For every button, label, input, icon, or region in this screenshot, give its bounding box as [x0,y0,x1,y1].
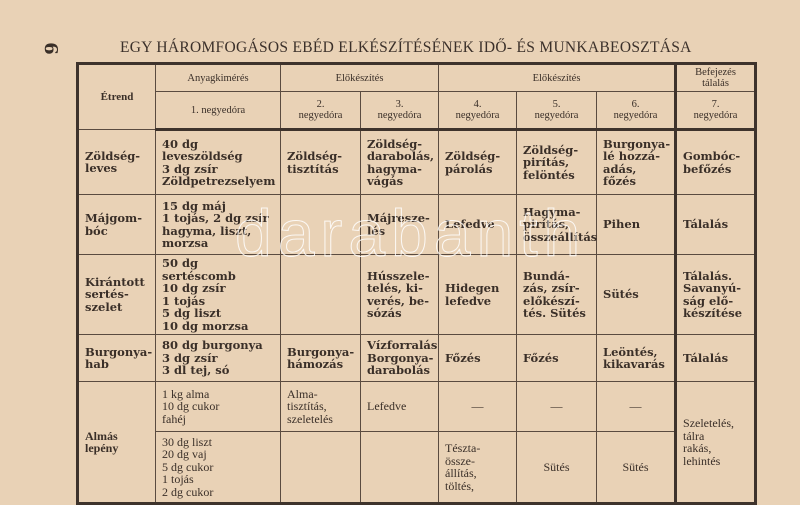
task-cell: Sütés [596,431,677,504]
dish-name: Zöldség- leves [77,129,156,195]
task-cell: Hagyma- pirítás, összeállítás [516,194,597,255]
header-quarter-2: 2. negyedóra [280,91,361,131]
task-cell: Tálalás [674,194,757,255]
header-quarter-6: 6. negyedóra [596,91,677,131]
task-cell: Pihen [596,194,677,255]
task-cell: Lefedve [359,381,440,432]
header-etrend: Étrend [77,63,156,130]
task-cell: Bundá- zás, zsír- előkészí- tés. Sütés [516,254,598,335]
task-cell: Zöldség- tisztítás [280,129,361,195]
task-cell: Főzés [516,334,598,382]
ingredients-cell: 15 dg máj 1 tojás, 2 dg zsír hagyma, lis… [155,194,281,255]
page-title: EGY HÁROMFOGÁSOS EBÉD ELKÉSZÍTÉSÉNEK IDŐ… [120,39,692,56]
header-quarter-5: 5. negyedóra [516,91,598,131]
task-cell: Májresze- lés [359,194,440,255]
task-cell [280,194,361,255]
task-cell: Leöntés, kikavarás [596,334,677,382]
task-cell [359,431,440,504]
task-cell [280,254,361,335]
task-cell: — [596,381,677,432]
table-row: Zöldség- leves 40 dg leveszöldség 3 dg zs… [77,129,757,195]
task-cell: Vízforralás Borgonya- darabolás [359,334,440,382]
task-cell: Sütés [516,431,598,504]
ingredients-cell: 80 dg burgonya 3 dg zsír 3 dl tej, só [155,334,281,382]
header-anyagkimeres: Anyagkimérés [155,63,281,92]
ingredients-cell: 40 dg leveszöldség 3 dg zsír Zöldpetrezs… [155,129,281,195]
schedule-table: Étrend Anyagkimérés Előkészítés Előkészí… [76,62,758,505]
table-row: Májgom- bóc 15 dg máj 1 tojás, 2 dg zsír … [77,194,757,255]
table-row: 30 dg liszt 20 dg vaj 5 dg cukor 1 tojás… [78,431,756,504]
header-quarter-3: 3. negyedóra [359,91,440,131]
task-cell: Burgonya- hámozás [280,334,361,382]
header-elokeszites-1: Előkészítés [279,63,440,92]
task-cell: Zöldség- párolás [438,129,518,195]
ingredients-cell: 1 kg alma 10 dg cukor fahéj [155,381,281,432]
header-quarter-7: 7. negyedóra [674,91,757,131]
header-elokeszites-2: Előkészítés [438,63,677,92]
task-cell: Szeletelés, tálra rakás, lehintés [674,381,757,504]
task-cell: Főzés [438,334,518,382]
task-cell: Lefedve [438,194,518,255]
task-cell: Tálalás. Savanyú- ság elő- készítése [674,254,757,335]
page-number: 6 [39,42,61,55]
task-cell: Sütés [596,254,677,335]
task-cell: Gombóc- befőzés [674,129,757,195]
task-cell: Hússzele- telés, ki- verés, be- sózás [359,254,440,335]
ingredients-cell: 50 dg sertéscomb 10 dg zsír 1 tojás 5 dg… [155,254,281,335]
task-cell: Tálalás [674,334,757,382]
task-cell [280,431,361,504]
table-row: Kirántott sertés- szelet 50 dg sertéscomb… [77,254,757,335]
task-cell: Alma- tisztítás, szeletelés [280,381,361,432]
task-cell: Zöldség- darabolás, hagyma- vágás [359,129,440,195]
task-cell: — [516,381,598,432]
task-cell: Burgonya- lé hozzá- adás, főzés [596,129,677,195]
task-cell: Zöldség- pirítás, felöntés [516,129,598,195]
ingredients-cell: 30 dg liszt 20 dg vaj 5 dg cukor 1 tojás… [155,431,281,504]
table-row: Almás lepény 1 kg alma 10 dg cukor fahéj… [77,381,757,504]
dish-name: Kirántott sertés- szelet [77,254,156,335]
dish-name: Almás lepény [77,381,156,504]
header-befejezes: Befejezés tálalás [674,63,757,92]
task-cell: Hidegen lefedve [438,254,518,335]
dish-name: Májgom- bóc [77,194,156,255]
task-cell: — [438,381,518,432]
header-quarter-4: 4. negyedóra [438,91,518,131]
table-row: Burgonya- hab 80 dg burgonya 3 dg zsír 3 … [77,334,757,382]
task-cell: Tészta- össze- állítás, töltés, [438,431,518,504]
header-quarter-1: 1. negyedóra [155,91,281,131]
dish-name: Burgonya- hab [77,334,156,382]
